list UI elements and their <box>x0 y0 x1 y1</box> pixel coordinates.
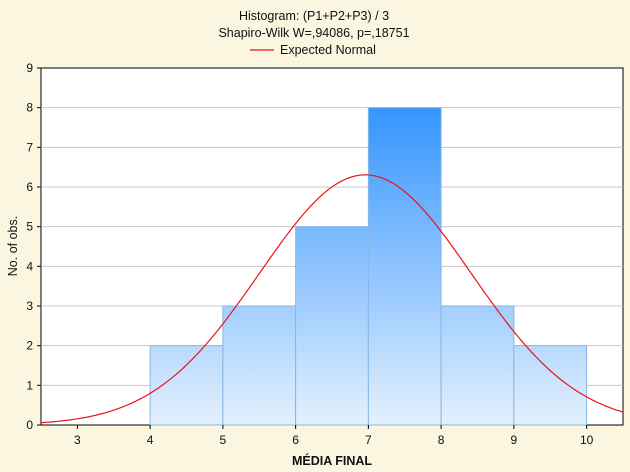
x-axis-label: MÉDIA FINAL <box>292 453 372 468</box>
legend: Expected Normal <box>250 43 376 57</box>
legend-label-expected-normal: Expected Normal <box>280 43 376 57</box>
chart-title: Histogram: (P1+P2+P3) / 3 <box>239 9 389 23</box>
histogram-bar <box>222 305 297 426</box>
histogram-bar <box>440 305 515 426</box>
chart-subtitle: Shapiro-Wilk W=,94086, p=,18751 <box>218 26 409 40</box>
x-tick-label: 7 <box>365 433 372 447</box>
x-tick-label: 3 <box>74 433 81 447</box>
histogram-bar <box>513 345 588 426</box>
y-tick-label: 0 <box>26 418 33 432</box>
x-tick-label: 9 <box>511 433 518 447</box>
y-tick-label: 5 <box>26 220 33 234</box>
y-tick-label: 6 <box>26 180 33 194</box>
x-tick-label: 4 <box>147 433 154 447</box>
y-tick-label: 2 <box>26 339 33 353</box>
y-tick-label: 8 <box>26 101 33 115</box>
x-tick-label: 8 <box>438 433 445 447</box>
y-tick-label: 1 <box>26 378 33 392</box>
y-axis: 0 1 2 3 4 5 6 7 8 9 <box>26 61 41 432</box>
y-axis-label: No. of obs. <box>6 216 20 276</box>
histogram-bar <box>367 107 442 426</box>
x-tick-label: 10 <box>580 433 594 447</box>
x-tick-label: 6 <box>292 433 299 447</box>
histogram-bar <box>295 226 369 426</box>
y-tick-label: 3 <box>26 299 33 313</box>
x-axis: 3 4 5 6 7 8 9 10 <box>74 425 594 447</box>
y-tick-label: 9 <box>26 61 33 75</box>
x-tick-label: 5 <box>220 433 227 447</box>
histogram-bar <box>149 345 224 426</box>
expected-normal-curve <box>40 174 624 424</box>
y-tick-label: 7 <box>26 140 33 154</box>
y-tick-label: 4 <box>26 259 33 273</box>
